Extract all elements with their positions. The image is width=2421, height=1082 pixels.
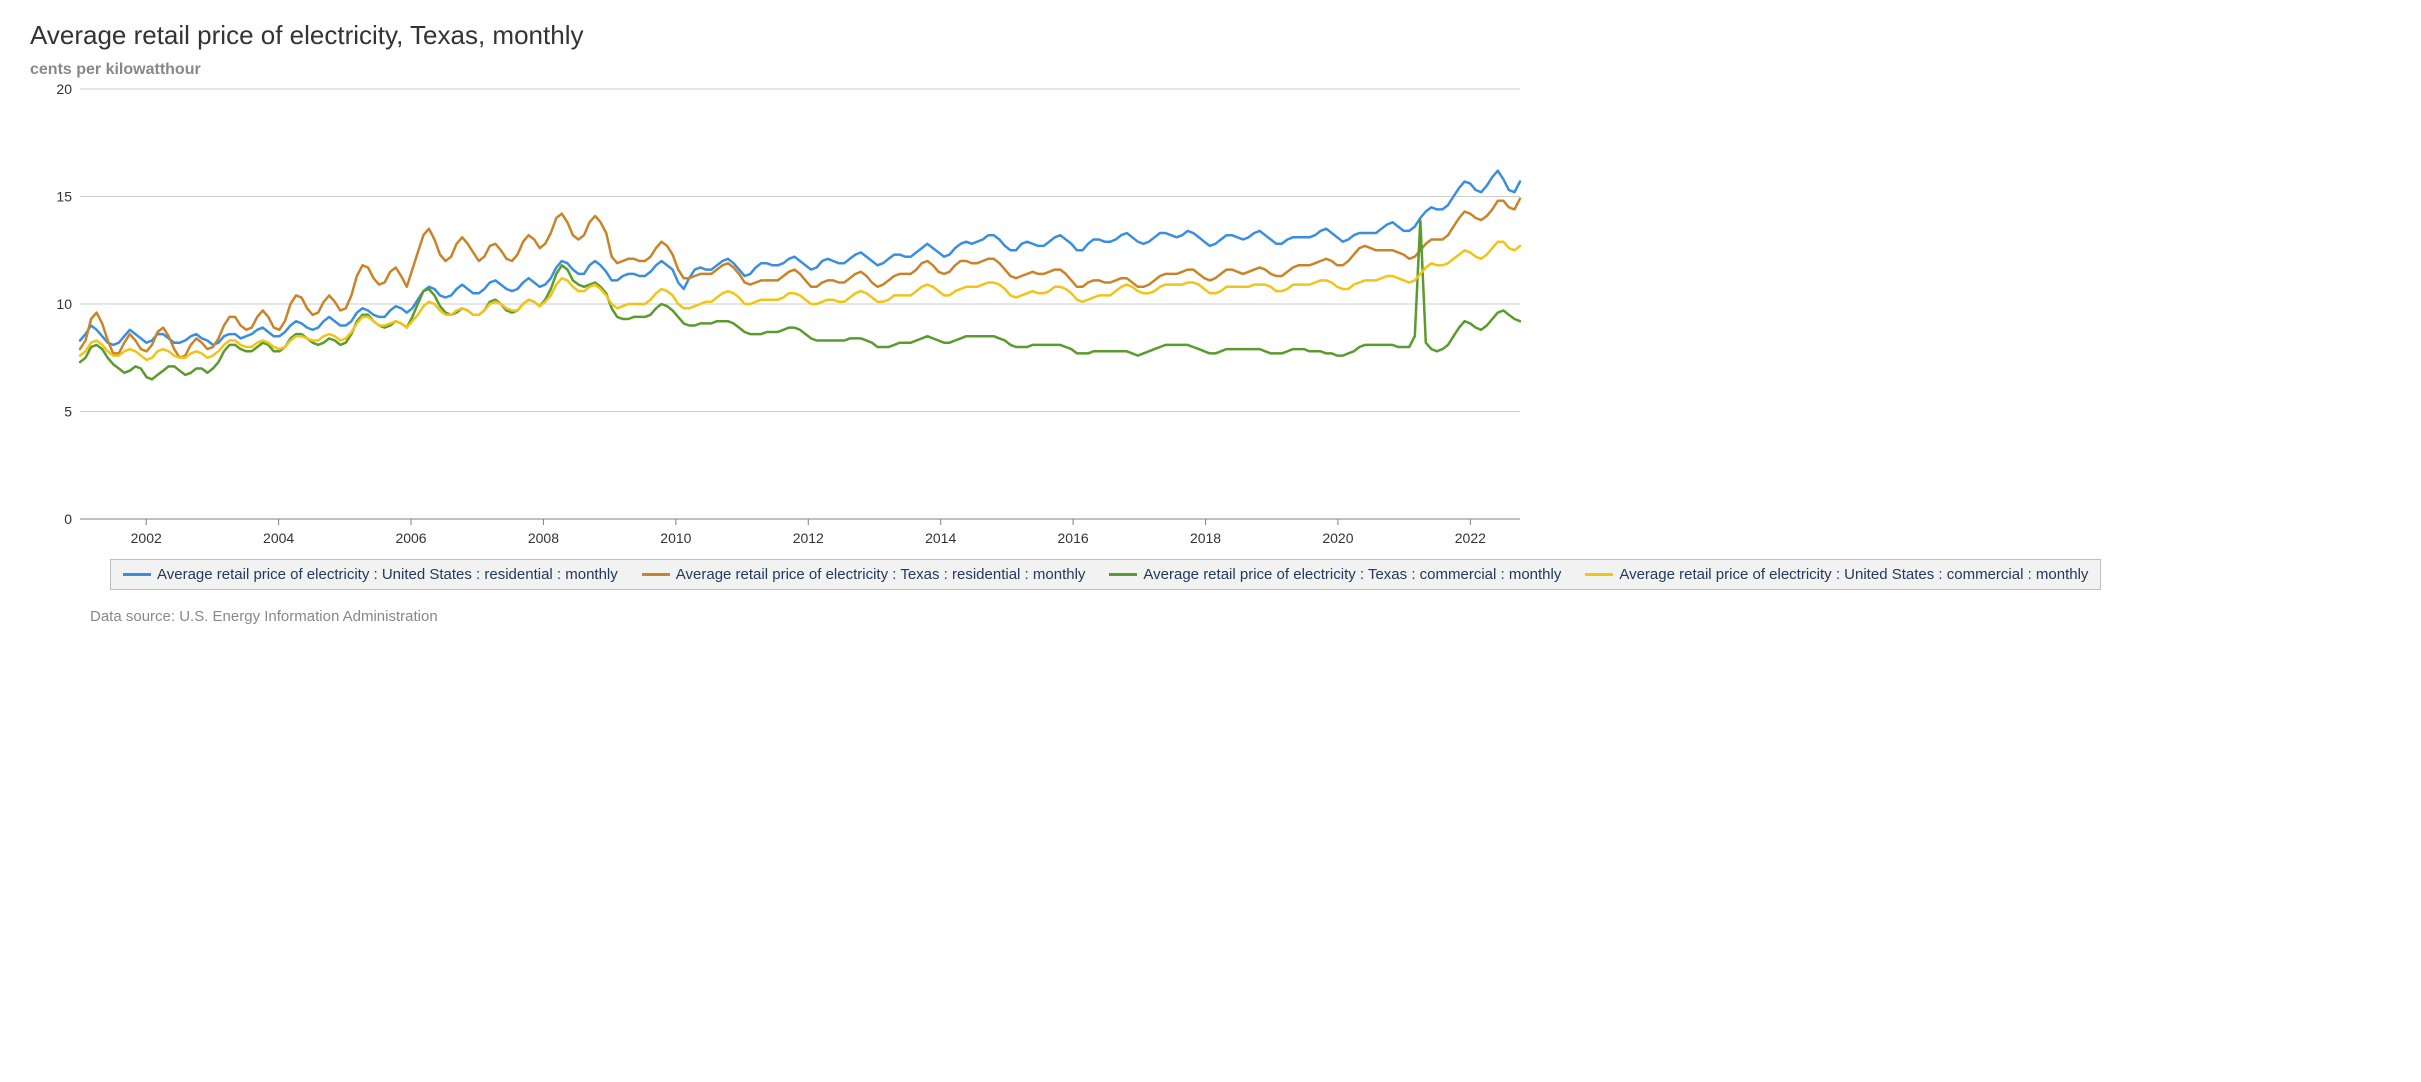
chart-title: Average retail price of electricity, Tex… — [30, 20, 2391, 51]
legend-item-us_commercial[interactable]: Average retail price of electricity : Un… — [1585, 566, 2088, 583]
svg-text:10: 10 — [56, 296, 72, 312]
svg-text:2018: 2018 — [1190, 530, 1221, 546]
legend: Average retail price of electricity : Un… — [110, 559, 2101, 590]
svg-text:2002: 2002 — [131, 530, 162, 546]
legend-item-tx_commercial[interactable]: Average retail price of electricity : Te… — [1109, 566, 1561, 583]
data-source: Data source: U.S. Energy Information Adm… — [90, 608, 2391, 625]
svg-text:2010: 2010 — [660, 530, 691, 546]
legend-label: Average retail price of electricity : Un… — [157, 566, 618, 583]
svg-text:15: 15 — [56, 189, 72, 205]
svg-text:20: 20 — [56, 83, 72, 97]
legend-label: Average retail price of electricity : Te… — [1143, 566, 1561, 583]
legend-item-tx_residential[interactable]: Average retail price of electricity : Te… — [642, 566, 1086, 583]
legend-swatch — [642, 573, 670, 576]
svg-text:2022: 2022 — [1455, 530, 1486, 546]
series-tx_commercial — [80, 220, 1520, 379]
legend-swatch — [1585, 573, 1613, 576]
svg-text:5: 5 — [64, 404, 72, 420]
svg-text:2014: 2014 — [925, 530, 956, 546]
svg-text:2004: 2004 — [263, 530, 294, 546]
line-chart-svg: 0 5 10 15 20 2002 2004 2006 2008 2010 2012 2014 2016… — [30, 83, 1530, 549]
svg-text:2016: 2016 — [1058, 530, 1089, 546]
legend-label: Average retail price of electricity : Te… — [676, 566, 1086, 583]
legend-label: Average retail price of electricity : Un… — [1619, 566, 2088, 583]
svg-text:2020: 2020 — [1322, 530, 1353, 546]
svg-text:2006: 2006 — [395, 530, 426, 546]
legend-item-us_residential[interactable]: Average retail price of electricity : Un… — [123, 566, 618, 583]
legend-swatch — [123, 573, 151, 576]
svg-text:2012: 2012 — [793, 530, 824, 546]
y-axis-title: cents per kilowatthour — [30, 61, 2391, 79]
svg-text:0: 0 — [64, 511, 72, 527]
svg-text:2008: 2008 — [528, 530, 559, 546]
legend-swatch — [1109, 573, 1137, 576]
chart-area: 0 5 10 15 20 2002 2004 2006 2008 2010 2012 2014 2016… — [30, 83, 2391, 549]
